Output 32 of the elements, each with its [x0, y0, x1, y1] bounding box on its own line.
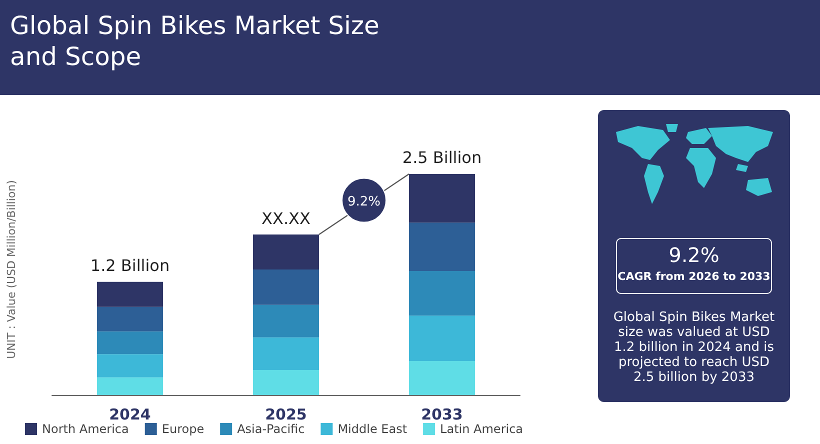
annotation: XX.XX	[260, 208, 312, 228]
bar	[97, 377, 163, 395]
legend-label: North America	[42, 422, 129, 436]
bar	[409, 360, 475, 395]
bar	[97, 306, 163, 332]
text: Global Spin Bikes Market size was valued at USD 1.2 billion in 2024 and is projected to reach USD 2.5 billion by 2033	[612, 310, 776, 385]
x-tick-label: 2025	[265, 406, 307, 424]
x-tick-label: 2024	[109, 406, 151, 424]
chart-title: Global Spin Bikes Market Size and Scope	[10, 10, 380, 72]
annotation: 2.5 Billion	[401, 148, 483, 167]
bar	[409, 222, 475, 272]
bar	[97, 331, 163, 354]
annotation: 1.2 Billion	[89, 256, 171, 275]
bar	[409, 271, 475, 316]
legend-label: Asia-Pacific	[237, 422, 305, 436]
bar	[97, 354, 163, 378]
y-axis-title: UNIT : Value (USD Million/Billion)	[5, 180, 18, 359]
bar	[253, 234, 319, 270]
annotation: 9.2%	[347, 194, 381, 210]
text: CAGR from 2026 to 2033	[617, 270, 771, 283]
x-tick-label: 2033	[421, 406, 463, 424]
bar	[253, 269, 319, 305]
bar	[253, 304, 319, 338]
bar	[409, 316, 475, 361]
bar	[253, 370, 319, 395]
legend-label: Europe	[162, 422, 204, 436]
text: 9.2%	[668, 243, 720, 267]
legend-label: Latin America	[440, 422, 524, 436]
bar	[97, 282, 163, 307]
legend-label: Middle East	[338, 422, 408, 436]
bar	[409, 174, 475, 223]
bar	[253, 337, 319, 370]
